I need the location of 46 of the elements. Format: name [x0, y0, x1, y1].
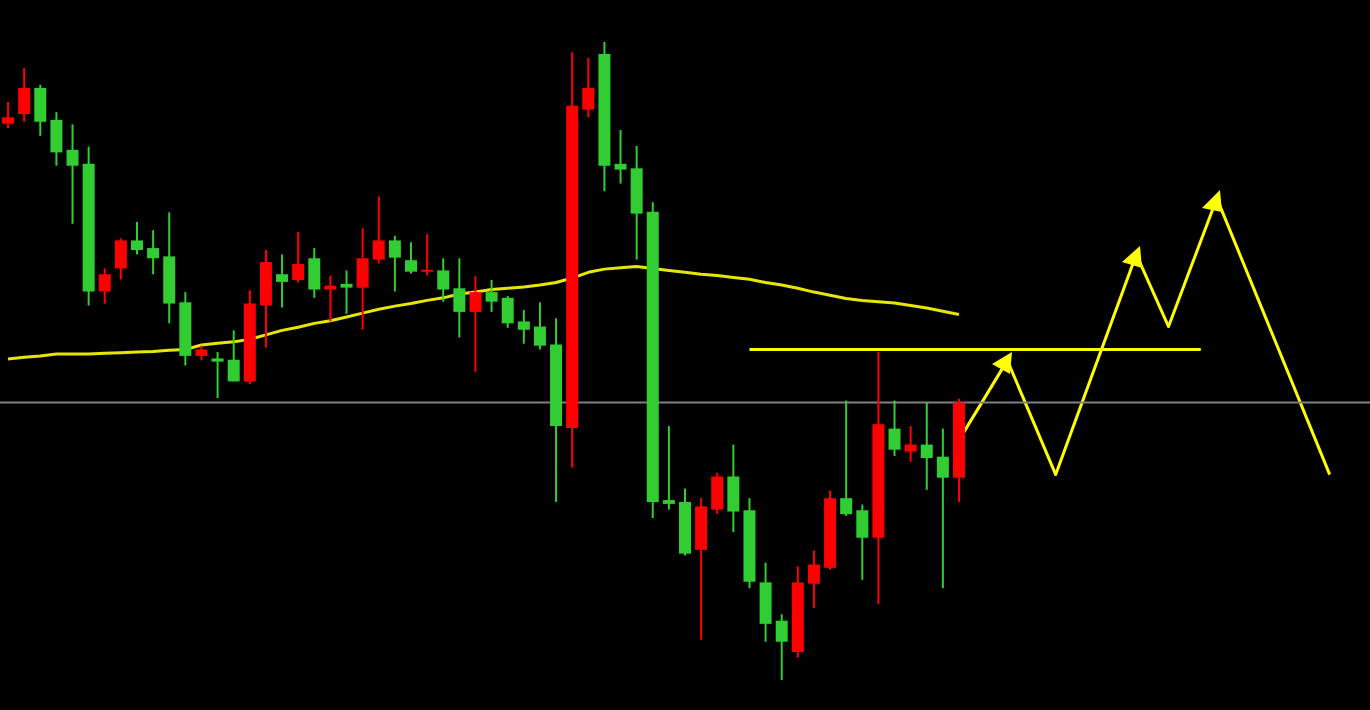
candlestick [856, 503, 869, 581]
candlestick [775, 613, 788, 681]
candlestick [292, 231, 305, 284]
candlestick [405, 241, 417, 275]
candlestick [114, 237, 127, 281]
candlestick [18, 67, 31, 123]
candlestick [453, 257, 466, 339]
candlestick [888, 399, 901, 458]
candlestick [759, 561, 772, 643]
candlestick [227, 329, 240, 383]
candlestick [904, 425, 917, 463]
candlestick [372, 195, 385, 265]
candlestick [98, 267, 111, 305]
candlestick [695, 497, 708, 641]
candlestick [340, 269, 353, 315]
candlestick [163, 211, 176, 325]
candlestick [582, 56, 595, 119]
candlestick [308, 247, 321, 299]
candlestick [324, 274, 337, 323]
candlestick [630, 144, 643, 261]
candlestick [211, 351, 224, 399]
candlestick [807, 549, 820, 609]
candlestick [614, 129, 627, 185]
candlestick [276, 253, 289, 309]
candlestick [711, 471, 724, 516]
candlestick [936, 427, 949, 590]
candlestick [517, 308, 530, 345]
candlestick [533, 301, 546, 351]
candlestick [485, 278, 498, 313]
candlestick [662, 425, 675, 511]
candlestick [501, 294, 514, 329]
candlestick [259, 248, 272, 349]
candlestick [34, 83, 47, 137]
candlestick [840, 399, 853, 518]
candlestick [469, 275, 482, 373]
candlestick [147, 229, 160, 276]
candlestick [437, 257, 450, 303]
candlestick [356, 227, 369, 331]
candlestick [66, 123, 79, 225]
candlestick [388, 234, 401, 293]
candlestick [50, 111, 63, 167]
candlestick [2, 100, 15, 130]
candlestick [727, 443, 740, 533]
candlestick [421, 233, 434, 277]
candlestick [131, 220, 143, 256]
candlestick [920, 401, 933, 491]
